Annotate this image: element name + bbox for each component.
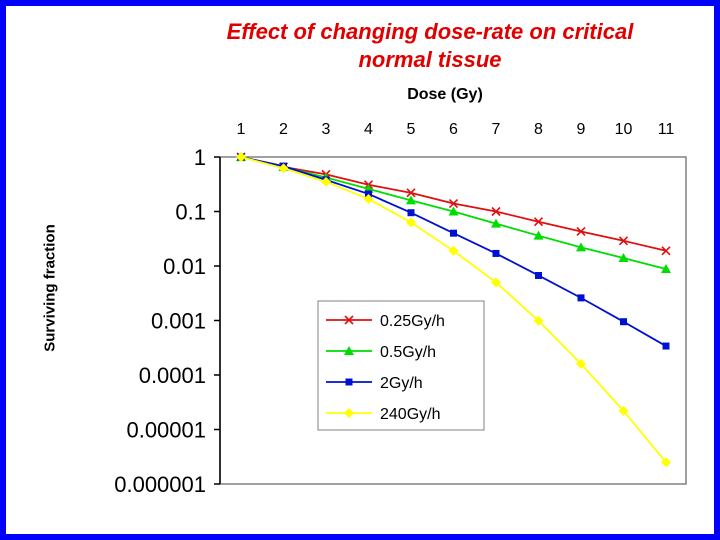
data-point-0-8: [576, 226, 586, 237]
data-point-2-8: [577, 294, 585, 302]
data-point-0-5: [448, 198, 459, 209]
data-point-0-6: [491, 206, 501, 217]
chart-title-line-1: Effect of changing dose-rate on critical: [226, 19, 634, 44]
x-tick-label: 5: [407, 121, 416, 138]
y-tick-label: 0.001: [151, 309, 206, 334]
x-tick-label: 2: [279, 121, 288, 138]
x-tick-label: 11: [658, 121, 675, 138]
data-point-2-7: [535, 271, 542, 279]
data-point-2-4: [407, 209, 415, 217]
data-point-1-10: [661, 264, 671, 274]
data-point-2-5: [450, 229, 457, 237]
data-point-3-5: [448, 245, 459, 256]
x-tick-label: 1: [237, 121, 246, 138]
data-point-1-7: [533, 230, 544, 240]
data-point-3-6: [491, 277, 501, 288]
y-tick-label: 0.1: [175, 200, 206, 225]
legend-label-1: 0.5Gy/h: [380, 344, 436, 361]
data-point-3-1: [278, 163, 289, 174]
x-tick-label: 4: [364, 121, 373, 138]
data-point-3-4: [406, 217, 416, 228]
y-tick-label: 0.0001: [139, 363, 206, 388]
data-point-2-10: [662, 342, 670, 350]
chart-title-line-2: normal tissue: [358, 47, 502, 72]
x-tick-label: 3: [322, 121, 331, 138]
data-point-2-9: [620, 318, 627, 326]
data-point-3-2: [321, 176, 331, 187]
x-axis-label: Dose (Gy): [407, 86, 483, 103]
x-tick-label: 9: [577, 121, 586, 138]
legend-marker-0: [344, 315, 354, 325]
y-tick-label: 0.01: [163, 254, 206, 279]
data-point-3-3: [363, 193, 374, 204]
chart-title: Effect of changing dose-rate on critical…: [180, 18, 680, 74]
data-point-3-7: [533, 315, 544, 326]
legend-label-0: 0.25Gy/h: [380, 313, 445, 330]
data-point-3-10: [661, 457, 671, 468]
data-point-0-7: [533, 217, 544, 227]
data-point-0-10: [661, 246, 671, 256]
y-tick-label: 0.000001: [114, 472, 206, 497]
data-point-2-3: [365, 190, 372, 198]
data-point-2-6: [492, 249, 500, 257]
data-point-1-8: [576, 242, 586, 252]
legend-marker-1: [344, 346, 354, 355]
legend-label-3: 240Gy/h: [380, 406, 440, 423]
data-point-1-6: [491, 218, 501, 228]
data-point-3-9: [618, 405, 629, 416]
y-tick-label: 1: [194, 145, 206, 170]
data-point-1-5: [448, 206, 459, 216]
x-tick-label: 8: [534, 121, 543, 138]
y-tick-label: 0.00001: [126, 418, 206, 443]
slide: [6, 6, 714, 534]
data-point-0-4: [406, 188, 416, 198]
legend-label-2: 2Gy/h: [380, 375, 423, 392]
x-tick-label: 7: [492, 121, 501, 138]
legend-marker-3: [344, 408, 354, 418]
x-tick-label: 10: [615, 121, 633, 138]
x-tick-label: 6: [449, 121, 458, 138]
data-point-1-9: [618, 253, 629, 263]
legend-marker-2: [345, 378, 353, 386]
data-point-3-0: [236, 152, 246, 162]
data-point-3-8: [576, 358, 586, 369]
data-point-1-4: [406, 195, 416, 205]
data-point-0-9: [618, 236, 629, 246]
